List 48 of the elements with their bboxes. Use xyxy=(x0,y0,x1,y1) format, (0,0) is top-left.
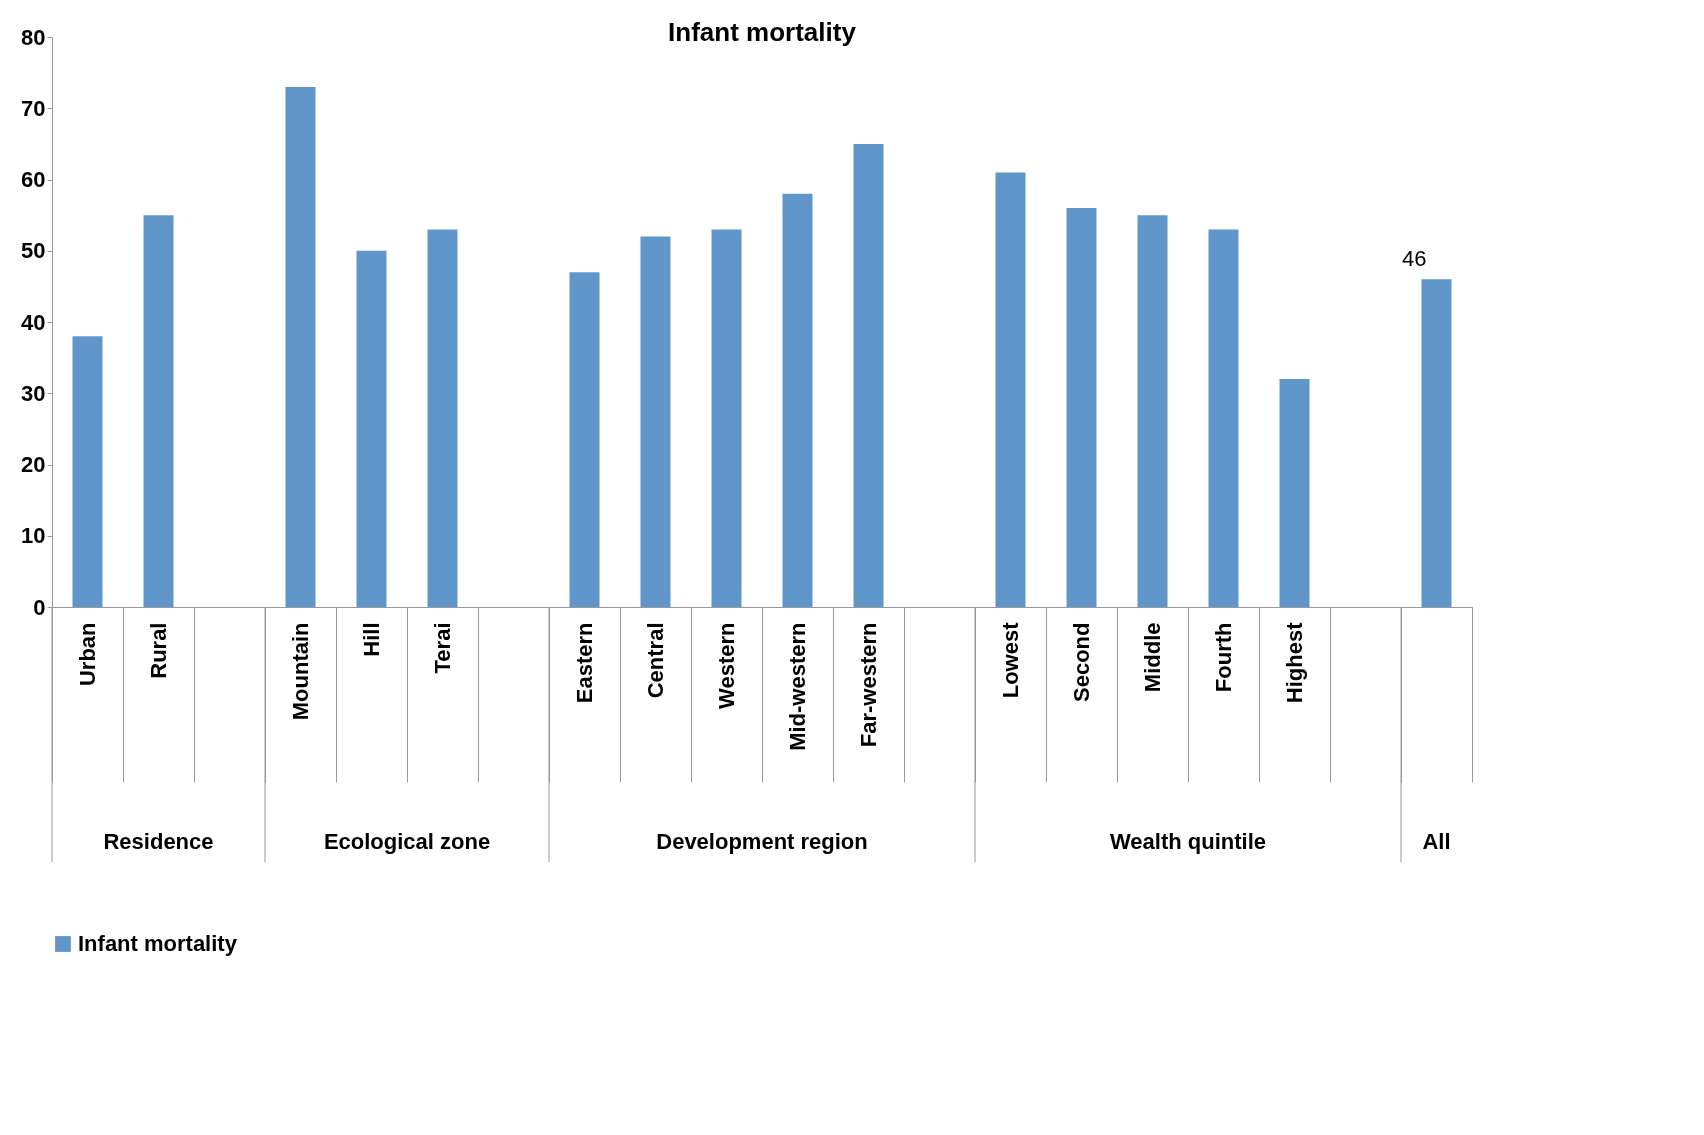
y-tick-label: 40 xyxy=(21,309,46,335)
y-tick-label: 70 xyxy=(21,95,46,121)
bar xyxy=(711,229,742,607)
bar xyxy=(1066,208,1097,607)
x-tick-label: Hill xyxy=(359,622,384,657)
x-tick-label: Mountain xyxy=(288,622,313,721)
x-tick-label: Fourth xyxy=(1211,622,1236,693)
bar xyxy=(782,193,813,607)
x-tick-label: Urban xyxy=(75,622,100,687)
x-tick-label: Rural xyxy=(146,622,171,679)
bar xyxy=(1421,279,1452,607)
chart-title: Infant mortality xyxy=(668,17,857,47)
text: Residence xyxy=(103,829,214,854)
bar xyxy=(427,229,458,607)
bar xyxy=(143,215,174,607)
text: Ecological zone xyxy=(323,829,491,854)
bar xyxy=(640,236,671,607)
text: Wealth quintile xyxy=(1109,829,1267,854)
bar xyxy=(853,143,884,607)
legend-label: Infant mortality xyxy=(78,931,238,956)
x-tick-label: Lowest xyxy=(998,621,1023,699)
y-tick-label: 10 xyxy=(21,523,46,549)
text: Development region xyxy=(656,829,868,854)
x-tick-label: Far-western xyxy=(856,622,881,748)
y-tick-label: 0 xyxy=(33,594,46,620)
y-tick-label: 30 xyxy=(21,380,46,406)
y-tick-label: 80 xyxy=(21,24,46,50)
bar xyxy=(356,250,387,607)
x-tick-label: Terai xyxy=(430,622,455,674)
x-tick-label: Eastern xyxy=(572,622,597,704)
x-tick-label: Middle xyxy=(1140,622,1165,693)
bar xyxy=(1279,379,1310,607)
data-label: 46 xyxy=(1402,246,1427,272)
bar xyxy=(72,336,103,607)
y-tick-label: 50 xyxy=(21,238,46,264)
bar xyxy=(285,86,316,607)
y-tick-label: 60 xyxy=(21,167,46,192)
bar xyxy=(1137,215,1168,607)
x-tick-label: Second xyxy=(1069,622,1094,702)
x-tick-label: Central xyxy=(643,622,668,699)
bar xyxy=(569,272,600,607)
x-tick-label: Highest xyxy=(1282,621,1307,704)
x-tick-label: Western xyxy=(714,622,739,709)
text: All xyxy=(1422,829,1451,854)
bar xyxy=(1208,229,1239,607)
y-tick-label: 20 xyxy=(21,452,46,477)
x-tick-label: Mid-western xyxy=(785,622,810,751)
bar xyxy=(995,172,1026,607)
